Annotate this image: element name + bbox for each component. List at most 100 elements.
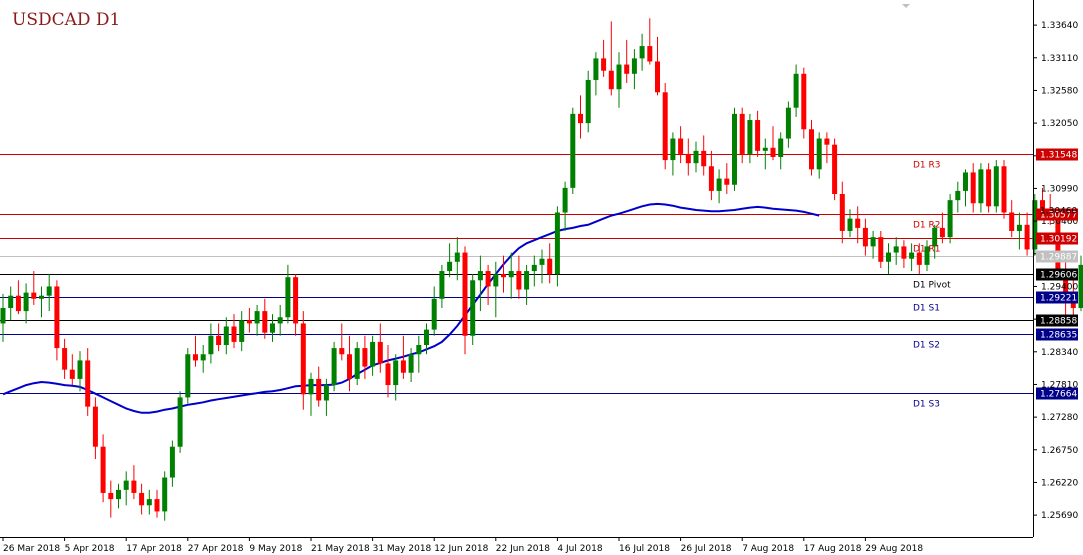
price-tick-label: 1.28340 <box>1041 348 1078 358</box>
price-tick-label: 1.32050 <box>1041 119 1078 129</box>
bullish-candle <box>162 477 168 512</box>
bullish-candle <box>963 172 968 191</box>
level-price-box-label: 1.30192 <box>1040 235 1077 245</box>
bearish-candle <box>246 320 252 324</box>
bearish-candle <box>1009 212 1015 231</box>
bullish-candle <box>239 320 245 342</box>
bullish-candle <box>200 354 206 361</box>
bullish-candle <box>77 360 83 379</box>
time-tick-label: 9 May 2018 <box>249 544 302 554</box>
bearish-candle <box>801 73 807 130</box>
bearish-candle <box>15 295 21 312</box>
bullish-candle <box>285 277 291 318</box>
bullish-candle <box>639 46 645 59</box>
time-tick-label: 7 Aug 2018 <box>742 544 794 554</box>
bullish-candle <box>270 323 275 333</box>
bearish-candle <box>31 292 37 299</box>
price-tick-label: 1.30460 <box>1041 217 1078 227</box>
bearish-candle <box>300 323 306 395</box>
bearish-candle <box>832 144 838 194</box>
time-tick-label: 21 May 2018 <box>311 544 370 554</box>
bearish-candle <box>739 113 745 154</box>
ma-value-label: 1.30460 <box>1040 207 1077 217</box>
level-price-box <box>1036 232 1078 245</box>
price-tick-label: 1.30990 <box>1041 184 1078 194</box>
time-tick-label: 27 Apr 2018 <box>188 544 244 554</box>
bullish-candle <box>585 79 591 124</box>
bearish-candle <box>316 378 322 401</box>
level-price-box-label: 1.30577 <box>1040 211 1077 221</box>
bullish-candle <box>524 271 530 290</box>
bearish-candle <box>85 360 91 407</box>
bullish-candle <box>924 246 930 265</box>
bid-price-box <box>1036 250 1078 263</box>
time-tick-label: 29 Aug 2018 <box>865 544 923 554</box>
bullish-candle <box>439 271 445 299</box>
level-name-label: D1 R2 <box>913 221 941 231</box>
bearish-candle <box>608 70 614 90</box>
bullish-candle <box>554 212 560 275</box>
shift-marker-icon[interactable] <box>902 4 910 8</box>
time-tick-label: 17 Aug 2018 <box>804 544 862 554</box>
bullish-candle <box>616 64 622 90</box>
bearish-candle <box>262 311 268 333</box>
bullish-candle <box>0 308 6 324</box>
time-tick-label: 26 Jul 2018 <box>681 544 732 554</box>
bearish-candle <box>139 492 145 506</box>
bearish-candle <box>216 335 222 346</box>
level-price-box-label: 1.31548 <box>1040 151 1077 161</box>
bullish-candle <box>323 385 329 401</box>
bearish-candle <box>578 113 583 124</box>
time-tick-label: 31 May 2018 <box>373 544 432 554</box>
bearish-candle <box>69 369 75 379</box>
bearish-candle <box>1024 224 1030 250</box>
bearish-candle <box>347 354 352 379</box>
bearish-candle <box>724 178 730 185</box>
bullish-candle <box>1032 200 1038 250</box>
bullish-candle <box>1016 224 1022 231</box>
bullish-candle <box>993 166 999 207</box>
bullish-candle <box>493 274 499 287</box>
bullish-candle <box>886 252 891 262</box>
bullish-candle <box>893 246 899 253</box>
candles <box>0 18 1083 521</box>
bearish-candle <box>685 153 691 164</box>
bullish-candle <box>454 252 460 262</box>
bullish-candle <box>146 499 152 506</box>
bearish-candle <box>862 227 868 247</box>
price-tick-label: 1.25690 <box>1041 511 1078 521</box>
time-scale: 26 Mar 2018 5 Apr 2018 17 Apr 2018 27 Apr 2… <box>2 537 923 554</box>
price-tick-label: 1.32580 <box>1041 86 1078 96</box>
level-price-box <box>1036 328 1078 341</box>
bearish-candle <box>770 147 776 158</box>
bullish-candle <box>562 187 568 213</box>
price-tick-label: 1.33640 <box>1041 21 1078 31</box>
bearish-candle <box>516 271 522 290</box>
bullish-candle <box>223 326 229 346</box>
bearish-candle <box>92 406 98 447</box>
bullish-candle <box>447 261 453 272</box>
level-name-label: D1 S1 <box>913 304 940 314</box>
time-tick-label: 26 Mar 2018 <box>3 544 60 554</box>
bullish-candle <box>431 298 437 330</box>
level-price-box-label: 1.29221 <box>1040 294 1077 304</box>
bullish-candle <box>870 237 876 247</box>
bullish-candle <box>477 271 483 281</box>
bearish-candle <box>1055 218 1061 272</box>
bearish-candle <box>986 169 992 207</box>
bullish-candle <box>354 348 360 379</box>
bullish-candle <box>46 286 52 296</box>
bid-price-box-label: 1.29887 <box>1040 253 1077 263</box>
bearish-candle <box>647 46 653 62</box>
bearish-candle <box>108 492 114 500</box>
bearish-candle <box>970 172 976 204</box>
bullish-candle <box>185 354 191 398</box>
price-tick-label: 1.33110 <box>1041 54 1078 64</box>
bullish-candle <box>177 397 183 447</box>
bearish-candle <box>916 252 922 265</box>
level-price-box <box>1036 208 1078 221</box>
bearish-candle <box>855 218 861 228</box>
bearish-candle <box>701 150 707 167</box>
bullish-candle <box>593 58 599 80</box>
bearish-candle <box>939 227 945 238</box>
